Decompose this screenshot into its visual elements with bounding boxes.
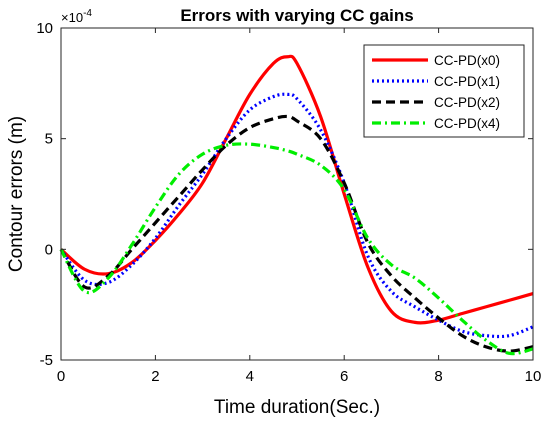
- y-axis-label: Contour errors (m): [6, 116, 27, 272]
- chart-title: Errors with varying CC gains: [180, 6, 413, 25]
- x-axis-label: Time duration(Sec.): [214, 397, 380, 418]
- y-tick-label: 5: [45, 131, 53, 148]
- x-tick-label: 10: [525, 368, 542, 385]
- x-tick-label: 8: [434, 368, 442, 385]
- y-exponent-power: -4: [83, 8, 92, 19]
- legend: CC-PD(x0) CC-PD(x1) CC-PD(x2) CC-PD(x4): [363, 44, 525, 138]
- axes-box: [60, 27, 534, 361]
- legend-label-4: CC-PD(x4): [434, 116, 500, 131]
- axes-frame: [60, 27, 534, 361]
- series-line-1: [59, 54, 534, 325]
- x-tick-label: 2: [151, 368, 159, 385]
- legend-label-1: CC-PD(x0): [434, 53, 500, 68]
- series-line-3: [59, 114, 534, 353]
- y-tick-label: -5: [40, 352, 53, 369]
- y-tick-label: 10: [36, 20, 53, 37]
- y-tick-label: 0: [45, 241, 53, 258]
- legend-label-2: CC-PD(x1): [434, 74, 500, 89]
- legend-label-3: CC-PD(x2): [434, 95, 500, 110]
- x-tick-label: 0: [57, 368, 65, 385]
- x-tick-label: 6: [340, 368, 348, 385]
- y-exponent-label: ×10-4: [61, 8, 92, 25]
- series-line-4: [59, 142, 534, 356]
- x-tick-label: 4: [246, 368, 254, 385]
- series-layer: [59, 54, 534, 356]
- y-exponent-base: ×10: [61, 10, 83, 25]
